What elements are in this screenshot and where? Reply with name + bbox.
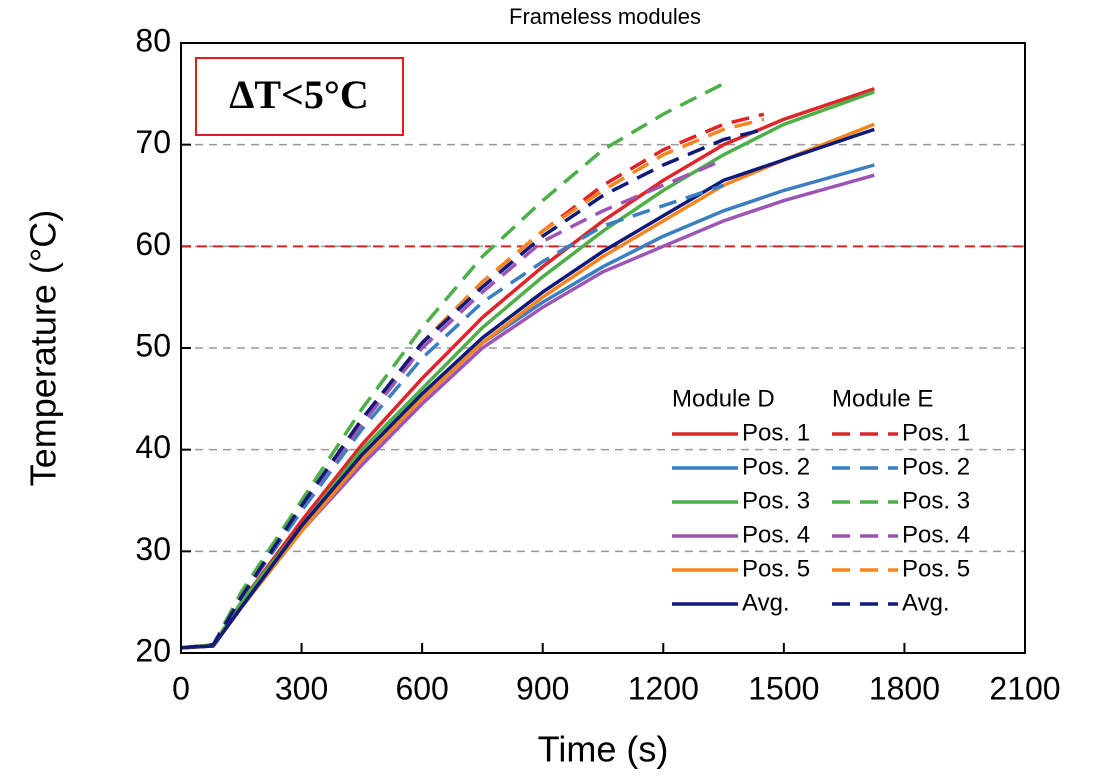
legend-label: Avg. [742, 589, 790, 616]
x-tick-label: 1500 [748, 670, 819, 706]
legend-header: Module D [672, 385, 775, 412]
x-tick-label: 0 [172, 670, 190, 706]
x-axis-label: Time (s) [538, 729, 669, 770]
x-tick-label: 300 [275, 670, 328, 706]
legend-label: Pos. 1 [902, 419, 970, 446]
y-axis-label: Temperature (°C) [23, 210, 64, 486]
y-tick-label: 70 [135, 124, 171, 160]
legend-label: Pos. 3 [742, 487, 810, 514]
x-tick-label: 900 [516, 670, 569, 706]
x-tick-label: 2100 [989, 670, 1060, 706]
legend-label: Pos. 1 [742, 419, 810, 446]
legend-header: Module E [832, 385, 933, 412]
legend-label: Pos. 5 [742, 555, 810, 582]
series-line [180, 127, 875, 650]
series-line [180, 90, 875, 650]
annotation-box [195, 57, 404, 136]
x-tick-label: 1800 [869, 670, 940, 706]
legend-label: Pos. 2 [742, 453, 810, 480]
chart-title: Frameless modules [509, 4, 701, 29]
legend-label: Pos. 4 [742, 521, 810, 548]
plot-frame [180, 42, 1026, 654]
legend-label: Pos. 2 [902, 453, 970, 480]
x-tick-label: 600 [395, 670, 448, 706]
y-tick-label: 60 [135, 226, 171, 262]
y-tick-label: 80 [135, 22, 171, 58]
series-line [180, 127, 765, 650]
legend-label: Pos. 4 [902, 521, 970, 548]
y-tick-label: 50 [135, 327, 171, 363]
legend-label: Avg. [902, 589, 950, 616]
legend-label: Pos. 3 [902, 487, 970, 514]
legend-label: Pos. 5 [902, 555, 970, 582]
annotation: ΔT<5°C [229, 72, 368, 117]
x-tick-label: 1200 [628, 670, 699, 706]
y-tick-label: 30 [135, 531, 171, 567]
y-tick-label: 20 [135, 632, 171, 668]
y-tick-label: 40 [135, 429, 171, 465]
